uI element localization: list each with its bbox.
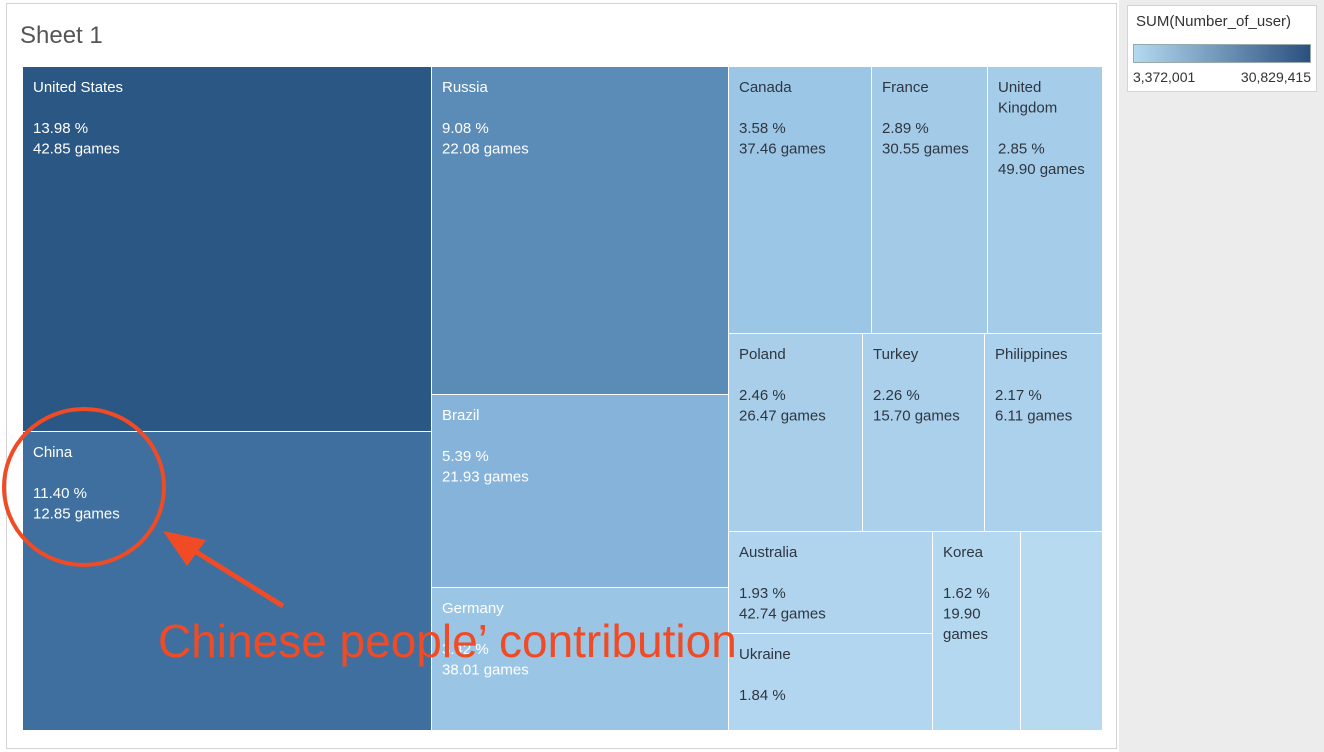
treemap-rect[interactable] [988, 67, 1102, 333]
treemap-rect[interactable] [432, 67, 728, 394]
treemap-cell-unlabeled[interactable] [1021, 532, 1102, 730]
legend-title: SUM(Number_of_user) [1136, 13, 1292, 30]
sheet-title: Sheet 1 [20, 22, 103, 49]
treemap-rect[interactable] [432, 588, 728, 730]
treemap-rect[interactable] [863, 334, 984, 531]
legend-min-label: 3,372,001 [1133, 69, 1196, 85]
legend-max-label: 30,829,415 [1240, 69, 1311, 85]
color-legend: SUM(Number_of_user) 3,372,001 30,829,415 [1127, 5, 1317, 92]
treemap-rect[interactable] [432, 395, 728, 587]
treemap-rect[interactable] [23, 432, 431, 730]
treemap-rect[interactable] [729, 532, 932, 633]
legend-gradient-bar [1133, 44, 1311, 63]
treemap-rect[interactable] [872, 67, 987, 333]
treemap-rect[interactable] [729, 334, 862, 531]
treemap-rect[interactable] [1021, 532, 1102, 730]
right-panel [1119, 0, 1324, 752]
annotation-text: Chinese people’ contribution [158, 615, 737, 667]
treemap-rect[interactable] [933, 532, 1020, 730]
treemap-rect[interactable] [729, 67, 871, 333]
treemap-rect[interactable] [985, 334, 1102, 531]
treemap-rect[interactable] [23, 67, 431, 431]
treemap-rect[interactable] [729, 634, 932, 730]
